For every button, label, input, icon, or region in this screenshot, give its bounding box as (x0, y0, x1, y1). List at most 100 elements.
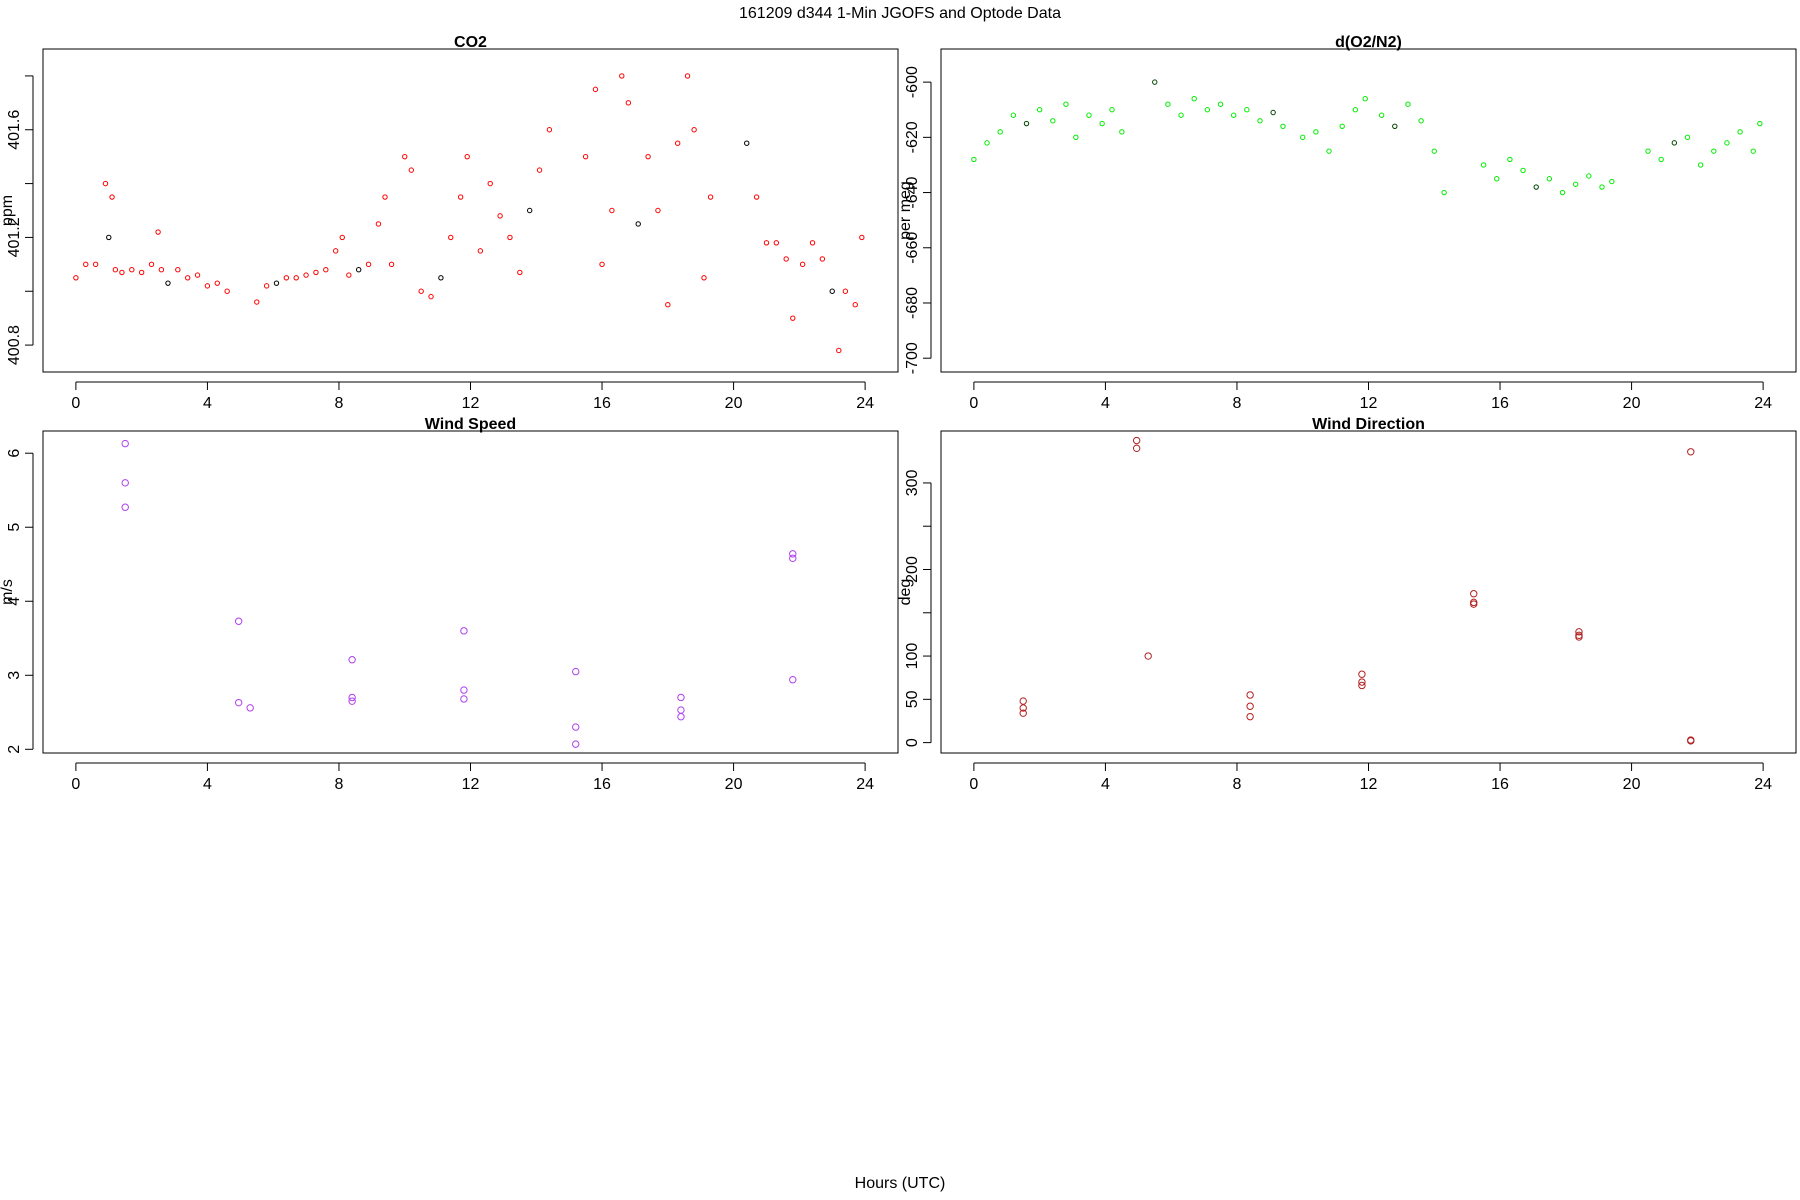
x-tick-label: 16 (593, 395, 611, 412)
y-tick-label: -620 (904, 121, 921, 153)
data-point (1246, 691, 1254, 699)
x-tick-label: 0 (71, 395, 80, 412)
data-point (1572, 181, 1579, 187)
data-point (83, 261, 89, 268)
data-point (635, 221, 641, 227)
data-point (971, 156, 977, 163)
data-point (829, 288, 835, 294)
data-point (1418, 118, 1424, 124)
y-tick-label: -680 (904, 287, 921, 319)
x-tick-label: 20 (1623, 395, 1641, 412)
data-point (789, 676, 797, 684)
y-tick-label: 6 (6, 449, 23, 458)
data-point (1441, 189, 1447, 196)
data-point (323, 267, 329, 273)
x-tick-label: 16 (1491, 395, 1509, 412)
data-point (536, 167, 543, 173)
data-point (102, 180, 109, 187)
data-point (283, 275, 290, 281)
data-point (408, 167, 415, 173)
data-point (119, 269, 125, 276)
data-point (418, 288, 424, 294)
data-point (348, 697, 356, 705)
data-point (1132, 444, 1141, 453)
panel-wind_direction: Wind Direction 0 4 8 12 16 20 24 0 50 100 200 300 deg (897, 416, 1797, 793)
figure-xlabel: Hours (UTC) (855, 1175, 946, 1192)
data-point (1687, 448, 1695, 456)
data-point (1204, 107, 1211, 113)
data-point (1362, 95, 1368, 102)
x-axis: 0 4 8 12 16 20 24 (71, 381, 874, 412)
data-point (1257, 118, 1263, 124)
data-point (1431, 148, 1437, 154)
data-point (789, 550, 797, 558)
y-tick-label: -660 (904, 232, 921, 264)
x-tick-label: 0 (969, 395, 978, 412)
y-axis: 0 50 100 200 300 (904, 469, 932, 747)
data-point (313, 269, 319, 276)
plot-frame (42, 48, 899, 373)
x-tick-label: 16 (593, 776, 611, 793)
data-point (819, 256, 826, 262)
y-tick-label: 200 (904, 556, 921, 583)
data-point (303, 272, 309, 278)
data-point (526, 207, 533, 214)
data-point (175, 267, 181, 273)
y-axis-label: ppm (0, 195, 16, 226)
y-tick-label: -700 (904, 342, 921, 374)
data-point (691, 127, 697, 133)
data-point (572, 740, 580, 748)
x-axis: 0 4 8 12 16 20 24 (71, 762, 874, 793)
data-point (852, 302, 858, 308)
data-point (214, 280, 220, 286)
data-point (619, 73, 625, 79)
y-tick-label: 400.8 (6, 325, 23, 365)
data-point (1378, 112, 1385, 118)
data-point (842, 288, 849, 294)
y-tick-label: 300 (904, 469, 921, 496)
data-point (546, 127, 553, 133)
data-point (1019, 704, 1027, 712)
data-point (1358, 670, 1366, 678)
data-point (497, 213, 503, 219)
y-tick-label: 4 (6, 597, 23, 606)
x-tick-label: 8 (1233, 776, 1242, 793)
figure-title: 161209 d344 1-Min JGOFS and Optode Data (739, 5, 1061, 22)
y-tick-label: -640 (904, 176, 921, 208)
data-point (293, 275, 299, 281)
data-point (1010, 112, 1017, 118)
data-point (1280, 123, 1286, 129)
data-point (1575, 628, 1583, 636)
data-point (121, 503, 129, 511)
data-point (348, 693, 356, 702)
data-point (592, 86, 599, 93)
y-axis: 400.8 401.2 401.6 (6, 75, 34, 365)
data-point (487, 180, 493, 187)
data-point (273, 280, 280, 286)
y-axis: -700 -680 -660 -640 -620 -600 (904, 66, 932, 374)
data-point (234, 698, 243, 707)
data-point (665, 302, 671, 308)
data-point (1326, 148, 1332, 154)
data-point (1217, 101, 1224, 107)
data-points (971, 79, 1763, 196)
data-point (109, 194, 115, 200)
y-tick-label: 2 (6, 745, 23, 754)
x-tick-label: 12 (462, 776, 480, 793)
data-point (645, 153, 651, 160)
data-point (790, 315, 796, 321)
x-tick-label: 24 (1754, 395, 1772, 412)
data-point (1470, 600, 1478, 608)
data-point (1109, 107, 1115, 113)
data-point (460, 686, 468, 694)
y-tick-label: 0 (904, 738, 921, 747)
x-tick-label: 8 (335, 395, 344, 412)
x-tick-label: 0 (71, 776, 80, 793)
data-point (1405, 101, 1411, 107)
data-point (1358, 681, 1366, 690)
y-axis-label: m/s (0, 579, 16, 605)
data-point (789, 554, 797, 563)
data-point (1724, 140, 1730, 146)
data-point (677, 693, 685, 702)
data-point (1339, 123, 1345, 129)
